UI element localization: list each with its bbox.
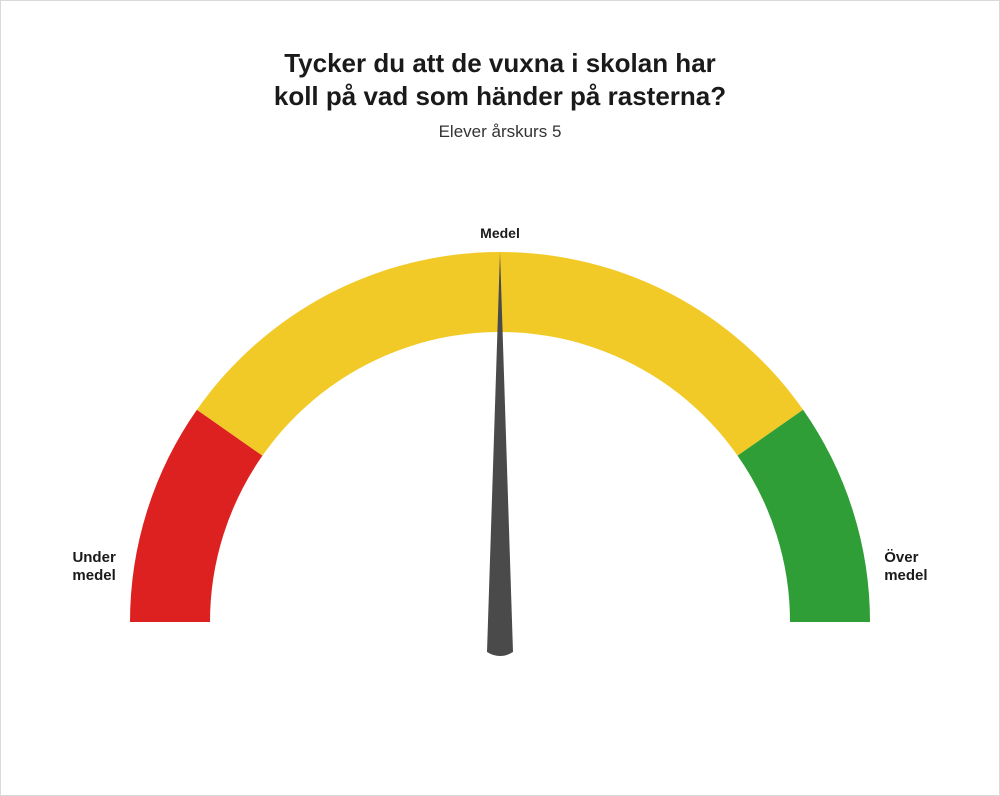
gauge-label-center: Medel (480, 225, 520, 241)
gauge-label-right: Över (884, 549, 918, 566)
title-line-1: Tycker du att de vuxna i skolan har (284, 48, 716, 78)
gauge-label-right: medel (884, 567, 927, 584)
title-line-2: koll på vad som händer på rasterna? (274, 81, 726, 111)
gauge-label-left: Under (72, 549, 116, 566)
chart-subtitle: Elever årskurs 5 (1, 122, 999, 142)
chart-title: Tycker du att de vuxna i skolan har koll… (1, 47, 999, 112)
chart-card: { "title_line1": "Tycker du att de vuxna… (0, 0, 1000, 796)
gauge-label-left: medel (72, 567, 115, 584)
gauge-chart: MedelUndermedelÖvermedel (20, 162, 980, 742)
